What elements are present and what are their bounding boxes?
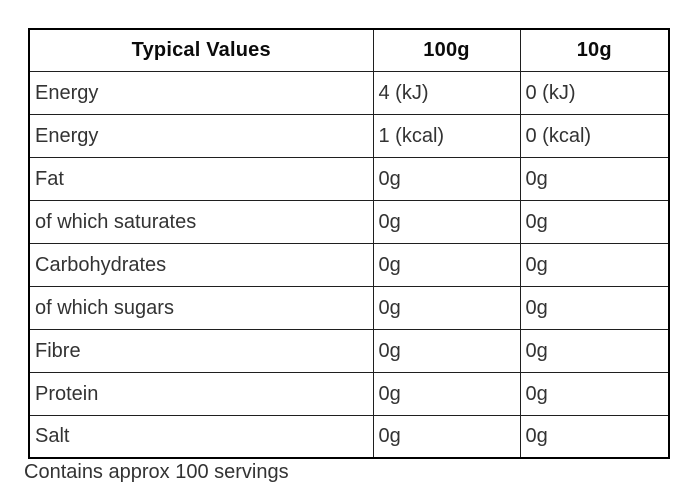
row-label: of which sugars	[28, 285, 374, 330]
row-value-10g: 0 (kcal)	[519, 113, 670, 158]
row-label: Protein	[28, 371, 374, 416]
table-row-saturates: of which saturates 0g 0g	[28, 199, 670, 244]
row-value-100g: 0g	[372, 199, 521, 244]
nutrition-table: Typical Values 100g 10g Energy 4 (kJ) 0 …	[28, 28, 670, 459]
row-value-100g: 0g	[372, 156, 521, 201]
table-row-fibre: Fibre 0g 0g	[28, 328, 670, 373]
table-row-carbohydrates: Carbohydrates 0g 0g	[28, 242, 670, 287]
table-row-protein: Protein 0g 0g	[28, 371, 670, 416]
row-label: Carbohydrates	[28, 242, 374, 287]
row-value-10g: 0g	[519, 199, 670, 244]
header-10g: 10g	[519, 28, 670, 72]
row-value-100g: 0g	[372, 328, 521, 373]
row-value-100g: 1 (kcal)	[372, 113, 521, 158]
row-value-10g: 0g	[519, 371, 670, 416]
row-value-10g: 0 (kJ)	[519, 70, 670, 115]
row-value-100g: 0g	[372, 285, 521, 330]
row-label: Fat	[28, 156, 374, 201]
row-label: of which saturates	[28, 199, 374, 244]
row-value-10g: 0g	[519, 328, 670, 373]
table-row-sugars: of which sugars 0g 0g	[28, 285, 670, 330]
row-value-100g: 4 (kJ)	[372, 70, 521, 115]
row-label: Salt	[28, 414, 374, 459]
row-value-10g: 0g	[519, 285, 670, 330]
row-value-100g: 0g	[372, 371, 521, 416]
row-value-10g: 0g	[519, 156, 670, 201]
table-row-salt: Salt 0g 0g	[28, 414, 670, 459]
table-row-energy-kcal: Energy 1 (kcal) 0 (kcal)	[28, 113, 670, 158]
table-row-energy-kj: Energy 4 (kJ) 0 (kJ)	[28, 70, 670, 115]
table-header-row: Typical Values 100g 10g	[28, 28, 670, 72]
row-label: Fibre	[28, 328, 374, 373]
header-typical-values: Typical Values	[28, 28, 374, 72]
row-label: Energy	[28, 113, 374, 158]
row-value-100g: 0g	[372, 242, 521, 287]
row-label: Energy	[28, 70, 374, 115]
row-value-100g: 0g	[372, 414, 521, 459]
row-value-10g: 0g	[519, 242, 670, 287]
row-value-10g: 0g	[519, 414, 670, 459]
servings-note: Contains approx 100 servings	[24, 461, 289, 483]
table-row-fat: Fat 0g 0g	[28, 156, 670, 201]
header-100g: 100g	[372, 28, 521, 72]
